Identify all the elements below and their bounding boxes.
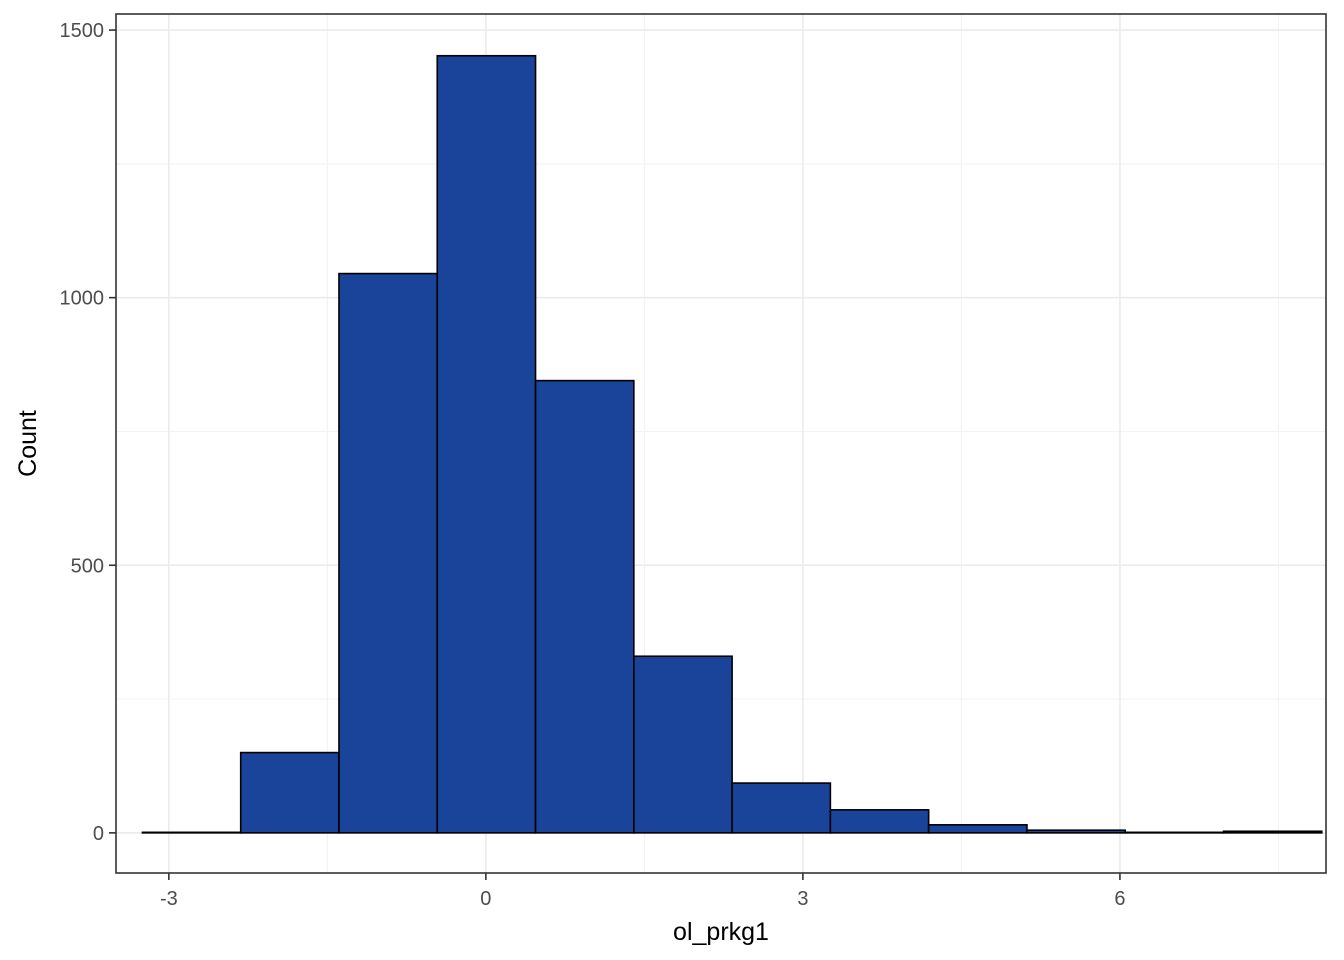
histogram-bar xyxy=(731,782,832,834)
histogram-bar xyxy=(829,809,930,834)
axis-ticks xyxy=(109,29,1121,880)
x-axis-title: ol_prkg1 xyxy=(673,918,769,946)
y-axis-title: Count xyxy=(14,410,42,477)
y-tick-label: 1500 xyxy=(60,20,105,42)
x-tick-label: 6 xyxy=(1114,888,1125,910)
x-axis-tick-labels: -3 0 3 6 xyxy=(160,888,1126,910)
histogram-bar xyxy=(1222,830,1323,834)
histogram-bar xyxy=(927,824,1028,834)
histogram-bar xyxy=(436,54,537,834)
y-tick-label: 500 xyxy=(71,555,104,577)
y-axis-tick-labels: 0 500 1000 1500 xyxy=(60,20,105,845)
panel-border xyxy=(115,13,1327,874)
histogram-bars xyxy=(141,54,1323,834)
y-tick-label: 1000 xyxy=(60,288,105,310)
x-tick-label: 0 xyxy=(480,888,491,910)
histogram-bar xyxy=(338,272,439,834)
histogram-bar xyxy=(1026,829,1127,834)
histogram-bar xyxy=(633,655,733,834)
x-tick-label: -3 xyxy=(160,888,178,910)
histogram-bar xyxy=(141,831,242,834)
x-tick-label: 3 xyxy=(797,888,808,910)
histogram-bar xyxy=(534,379,635,834)
y-tick-label: 0 xyxy=(93,823,104,845)
histogram-bar xyxy=(239,751,340,834)
histogram-bar xyxy=(1124,831,1225,834)
